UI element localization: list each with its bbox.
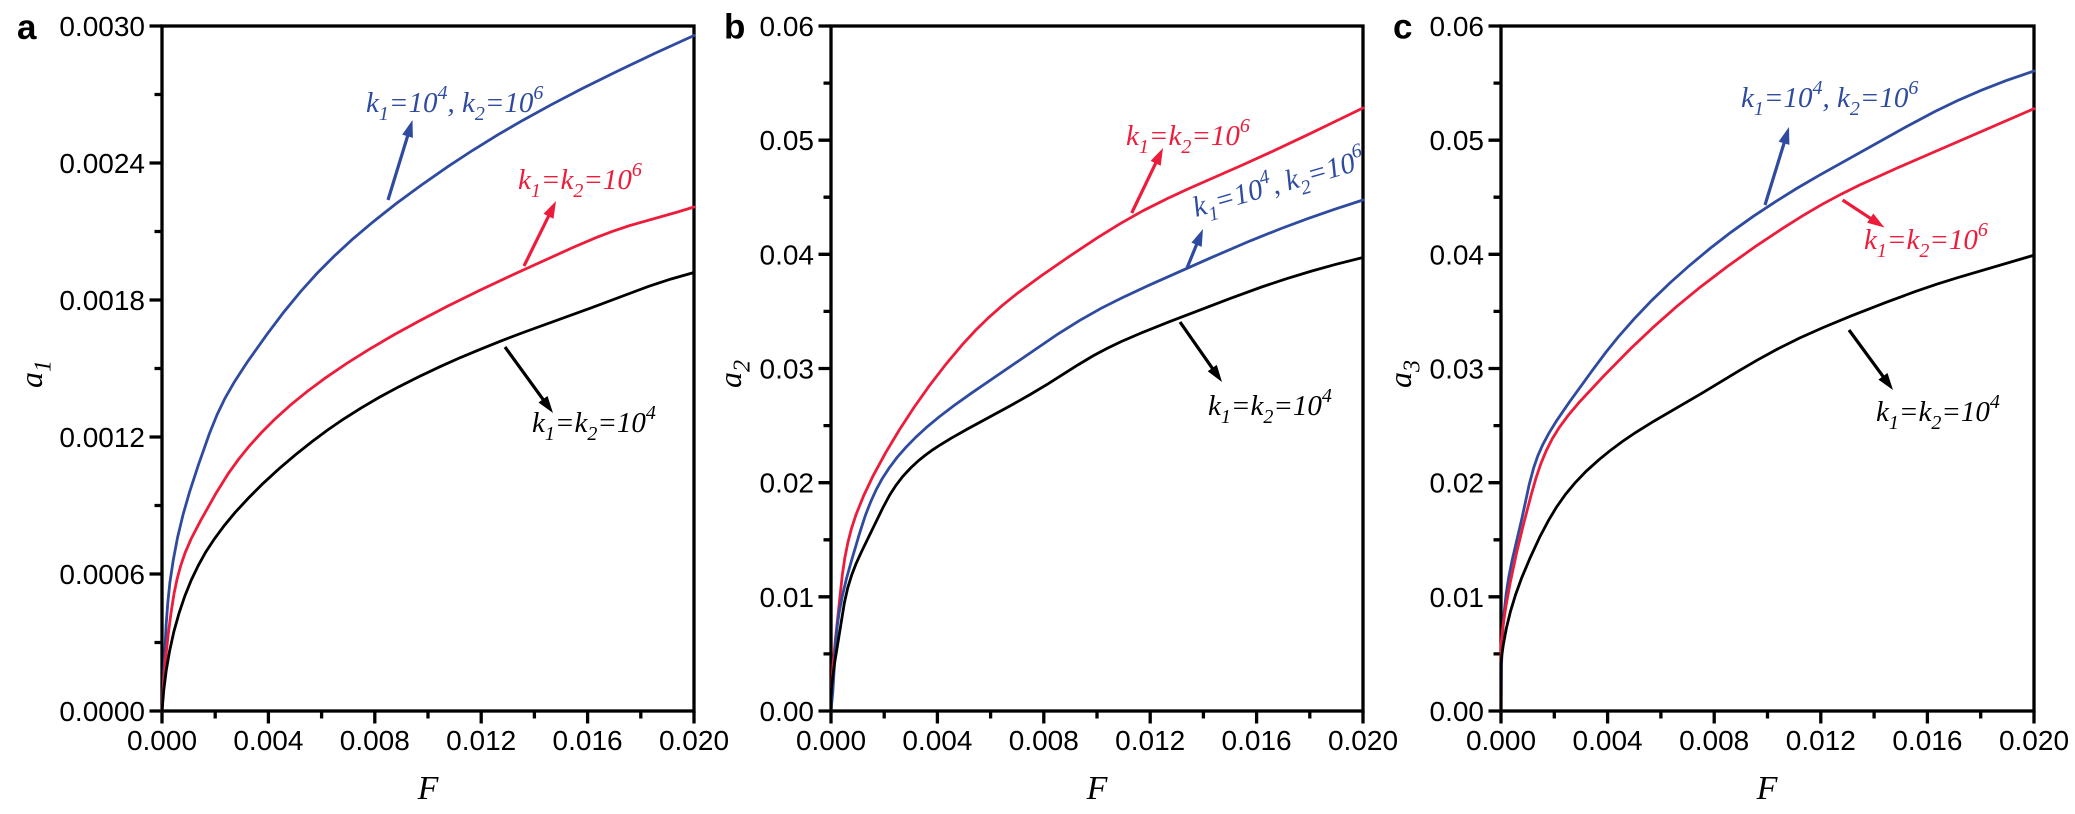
svg-text:0.020: 0.020 (659, 725, 729, 756)
svg-text:k1=k2=106: k1=k2=106 (1864, 219, 1988, 262)
svg-text:0.016: 0.016 (1892, 725, 1962, 756)
svg-text:0.0006: 0.0006 (59, 559, 145, 590)
svg-text:0.04: 0.04 (1430, 239, 1485, 270)
svg-text:b: b (724, 8, 745, 47)
svg-text:0.004: 0.004 (902, 725, 972, 756)
svg-text:0.008: 0.008 (340, 725, 410, 756)
svg-text:0.008: 0.008 (1009, 725, 1079, 756)
svg-text:F: F (417, 770, 440, 807)
svg-text:0.0030: 0.0030 (59, 11, 145, 42)
svg-text:0.004: 0.004 (1573, 725, 1643, 756)
svg-text:0.02: 0.02 (1430, 468, 1485, 499)
svg-text:0.016: 0.016 (553, 725, 623, 756)
svg-text:0.01: 0.01 (760, 582, 815, 613)
svg-text:F: F (1086, 770, 1109, 807)
svg-text:0.0012: 0.0012 (59, 422, 145, 453)
svg-text:0.05: 0.05 (760, 125, 815, 156)
svg-text:0.000: 0.000 (127, 725, 197, 756)
svg-text:0.020: 0.020 (1328, 725, 1398, 756)
svg-text:0.020: 0.020 (1999, 725, 2069, 756)
svg-text:0.01: 0.01 (1430, 582, 1485, 613)
svg-text:0.03: 0.03 (760, 354, 815, 385)
svg-text:k1=104, k2=106: k1=104, k2=106 (366, 82, 543, 125)
svg-text:0.06: 0.06 (760, 11, 815, 42)
svg-text:0.0024: 0.0024 (59, 148, 145, 179)
svg-text:0.0000: 0.0000 (59, 696, 145, 727)
svg-text:F: F (1756, 770, 1779, 807)
svg-text:0.03: 0.03 (1430, 354, 1485, 385)
svg-text:0.012: 0.012 (446, 725, 516, 756)
svg-text:0.00: 0.00 (1430, 696, 1485, 727)
svg-text:0.02: 0.02 (760, 468, 815, 499)
svg-text:0.0018: 0.0018 (59, 285, 145, 316)
svg-text:0.008: 0.008 (1679, 725, 1749, 756)
svg-text:0.05: 0.05 (1430, 125, 1485, 156)
svg-text:0.012: 0.012 (1786, 725, 1856, 756)
svg-text:c: c (1393, 8, 1412, 47)
svg-text:0.000: 0.000 (1466, 725, 1536, 756)
svg-text:0.012: 0.012 (1115, 725, 1185, 756)
svg-text:0.00: 0.00 (760, 696, 815, 727)
svg-text:k1=104, k2=106: k1=104, k2=106 (1741, 77, 1918, 120)
svg-text:0.06: 0.06 (1430, 11, 1485, 42)
svg-text:0.04: 0.04 (760, 239, 815, 270)
svg-text:a: a (17, 8, 37, 47)
svg-text:0.000: 0.000 (796, 725, 866, 756)
svg-text:0.016: 0.016 (1222, 725, 1292, 756)
svg-text:0.004: 0.004 (233, 725, 303, 756)
